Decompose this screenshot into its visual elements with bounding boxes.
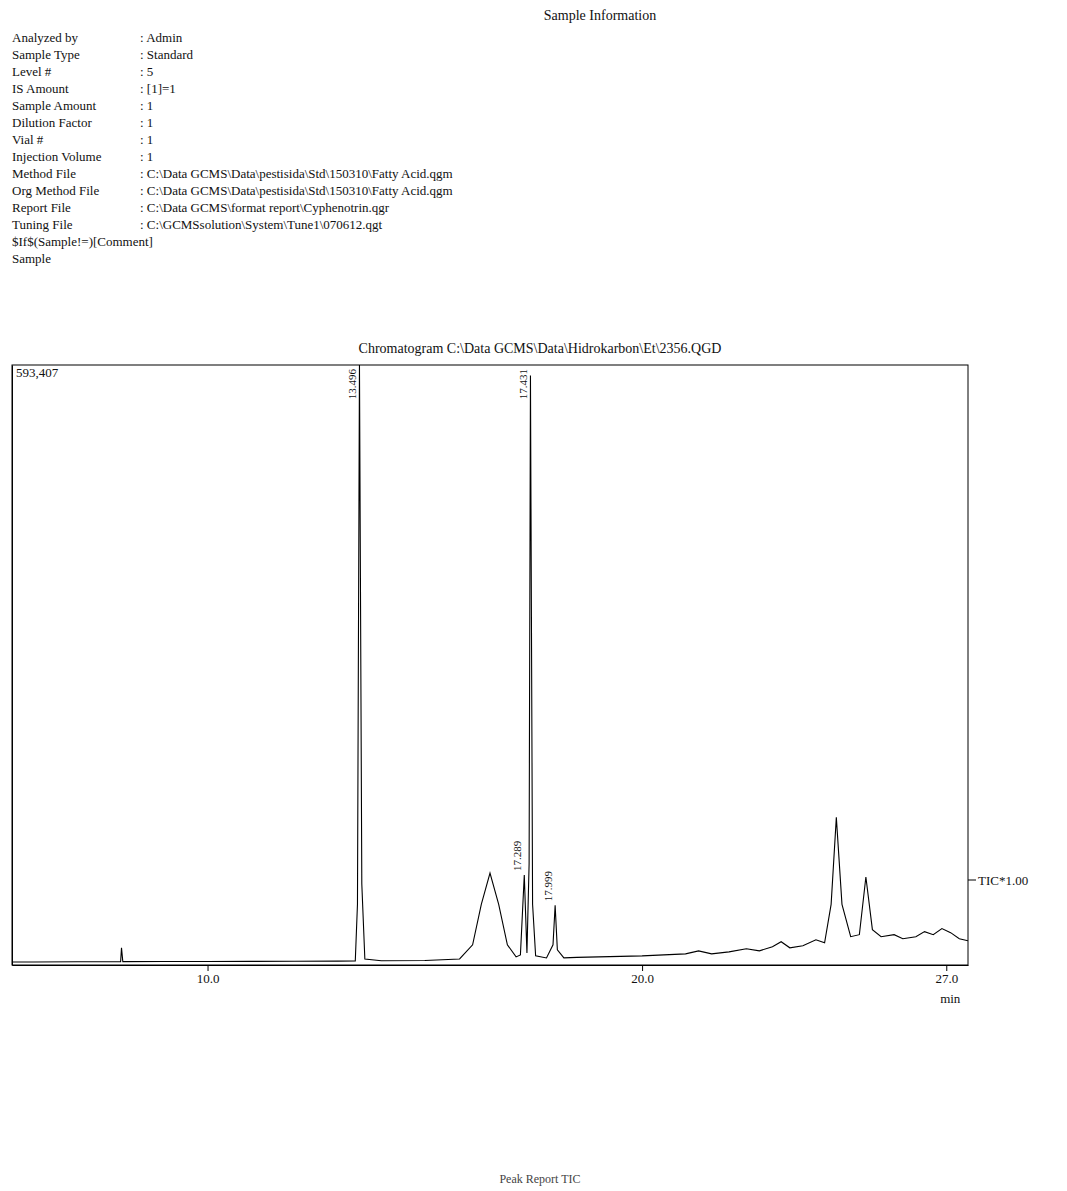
info-value: : [1]=1 [140, 81, 176, 96]
x-tick: 20.0 [631, 965, 654, 986]
info-key: Method File [12, 166, 76, 181]
info-value: : 1 [140, 115, 153, 130]
y-tick: 593,407 [12, 365, 59, 380]
info-line: Sample [12, 251, 51, 266]
info-key: Level # [12, 64, 52, 79]
info-value: : C:\Data GCMS\Data\pestisida\Std\150310… [140, 183, 453, 198]
info-key: Sample Type [12, 47, 80, 62]
x-tick: 27.0 [935, 965, 958, 986]
x-tick-mark [208, 965, 209, 971]
info-key: Dilution Factor [12, 115, 92, 130]
footer: Peak Report TIC [499, 1172, 580, 1186]
info-key: Vial # [12, 132, 44, 147]
x-tick-mark [642, 965, 643, 971]
x-tick-label: 27.0 [935, 971, 958, 986]
info-line: $If$(Sample!=)[Comment] [12, 234, 153, 249]
info-value: : C:\Data GCMS\format report\Cyphenotrin… [140, 200, 390, 215]
x-axis-line [13, 965, 969, 966]
peak-label: 13.496 [346, 369, 358, 400]
info-value: : 1 [140, 98, 153, 113]
info-key: Sample Amount [12, 98, 97, 113]
x-tick: 10.0 [197, 965, 220, 986]
peak-label: 17.289 [511, 840, 523, 871]
info-value: : 5 [140, 64, 153, 79]
info-value: : C:\GCMSsolution\System\Tune1\070612.qg… [140, 217, 383, 232]
info-value: : Admin [140, 30, 183, 45]
x-tick-mark [946, 965, 947, 971]
info-value: : C:\Data GCMS\Data\pestisida\Std\150310… [140, 166, 453, 181]
x-axis: 10.0 20.0 27.0 [13, 965, 969, 986]
plot-area [12, 365, 968, 962]
tic-trace [12, 365, 968, 962]
info-value: : 1 [140, 132, 153, 147]
info-key: IS Amount [12, 81, 69, 96]
peak-label: 17.999 [542, 871, 554, 902]
x-tick-label: 10.0 [197, 971, 220, 986]
plot-frame [12, 365, 968, 965]
info-value: : Standard [140, 47, 194, 62]
x-tick-label: 20.0 [631, 971, 654, 986]
info-key: Injection Volume [12, 149, 102, 164]
info-key: Org Method File [12, 183, 99, 198]
series-label-leader [968, 880, 976, 881]
page: Sample Information Analyzed by : Admin Samp… [0, 0, 1067, 1191]
y-tick-label: 593,407 [16, 365, 59, 380]
y-axis: 593,407 [12, 365, 59, 965]
peak-label: 17.431 [517, 369, 529, 399]
series-label: TIC*1.00 [978, 873, 1028, 888]
info-value: : 1 [140, 149, 153, 164]
x-axis-title: min [940, 991, 961, 1006]
info-key: Tuning File [12, 217, 73, 232]
info-key: Analyzed by [12, 30, 79, 45]
info-key: Report File [12, 200, 71, 215]
info-title: Sample Information [544, 8, 656, 23]
chart-title: Chromatogram C:\Data GCMS\Data\Hidrokarb… [359, 341, 722, 356]
y-axis-line [12, 366, 13, 966]
